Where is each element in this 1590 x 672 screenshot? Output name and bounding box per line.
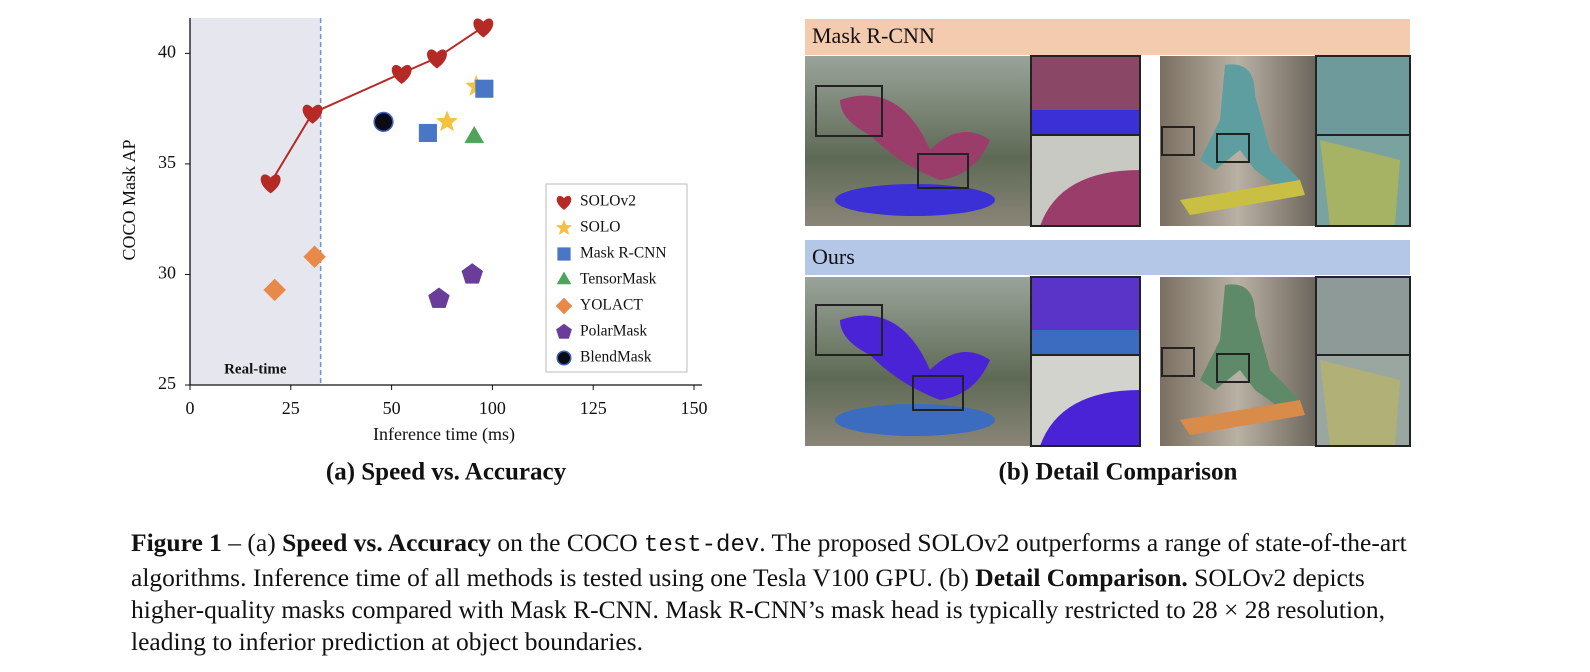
legend-label: SOLOv2 xyxy=(580,193,636,210)
image-bird-maskrcnn xyxy=(805,56,1030,226)
crops-skater-maskrcnn xyxy=(1315,55,1411,227)
row-header xyxy=(805,19,1410,55)
chart-title: (a) Speed vs. Accuracy xyxy=(326,459,567,486)
realtime-label: Real-time xyxy=(224,361,287,377)
marker xyxy=(461,263,483,284)
legend: SOLOv2 SOLO Mask R-CNN TensorMask YOLACT Pola… xyxy=(545,183,688,373)
caption-run: – (a) xyxy=(221,528,283,557)
legend-label: YOLACT xyxy=(580,297,643,314)
marker xyxy=(391,64,412,85)
y-tick-label: 25 xyxy=(158,373,176,393)
legend-marker xyxy=(557,247,571,261)
caption-run: Figure 1 xyxy=(131,528,222,557)
row-header xyxy=(805,240,1410,275)
crops-skater-ours xyxy=(1315,276,1411,447)
legend-box xyxy=(545,183,688,373)
y-tick-label: 40 xyxy=(158,41,176,61)
figure: Mask R-CNN Ours xyxy=(119,18,1411,486)
panel-title: (b) Detail Comparison xyxy=(999,459,1238,486)
realtime-region xyxy=(190,18,321,385)
legend-marker xyxy=(556,195,572,210)
legend-marker xyxy=(555,219,573,236)
marker xyxy=(418,123,437,143)
marker xyxy=(302,104,323,124)
caption-run: test-dev xyxy=(644,532,760,559)
image-skater-ours xyxy=(1160,277,1315,446)
x-tick-label: 100 xyxy=(479,398,506,418)
row-label: Mask R-CNN xyxy=(812,23,935,48)
caption-run: Detail Comparison. xyxy=(975,563,1188,592)
marker xyxy=(303,245,326,269)
row-label: Ours xyxy=(812,244,855,269)
marker xyxy=(260,174,281,194)
marker xyxy=(464,125,485,144)
marker xyxy=(427,49,447,69)
legend-label: BlendMask xyxy=(580,349,652,366)
x-tick-label: 50 xyxy=(383,398,401,418)
legend-marker xyxy=(555,297,573,315)
crops-bird-ours xyxy=(1030,276,1141,447)
legend-marker xyxy=(556,271,572,285)
x-tick-label: 25 xyxy=(282,398,300,418)
crops-bird-maskrcnn xyxy=(1030,55,1141,227)
caption-run: SOLOv2 depicts higher-quality masks comp… xyxy=(131,563,1385,656)
caption-run: on the COCO xyxy=(491,528,645,557)
caption-run: Speed vs. Accuracy xyxy=(282,528,492,557)
legend-label: TensorMask xyxy=(580,271,657,288)
y-axis-label: COCO Mask AP xyxy=(119,139,139,260)
caption-run: . The proposed SOLOv2 outperforms a rang… xyxy=(131,528,1407,592)
image-skater-maskrcnn xyxy=(1160,56,1315,226)
marker xyxy=(435,110,459,132)
image-bird-ours xyxy=(805,277,1030,446)
x-tick-label: 125 xyxy=(580,398,607,418)
legend-label: SOLO xyxy=(580,219,620,236)
legend-marker xyxy=(556,323,572,339)
y-tick-label: 30 xyxy=(158,263,176,283)
x-axis-label: Inference time (ms) xyxy=(373,424,515,445)
marker xyxy=(263,278,287,302)
x-tick-label: 150 xyxy=(681,398,708,418)
caption: Figure 1 – (a) Speed vs. Accuracy on the… xyxy=(131,527,1421,658)
marker xyxy=(475,79,494,98)
legend-marker xyxy=(556,350,572,366)
marker xyxy=(428,287,450,308)
marker xyxy=(373,111,394,133)
x-tick-label: 0 xyxy=(186,398,195,418)
legend-label: Mask R-CNN xyxy=(580,245,667,262)
legend-label: PolarMask xyxy=(580,323,647,340)
y-tick-label: 35 xyxy=(158,152,176,172)
marker xyxy=(473,18,494,38)
